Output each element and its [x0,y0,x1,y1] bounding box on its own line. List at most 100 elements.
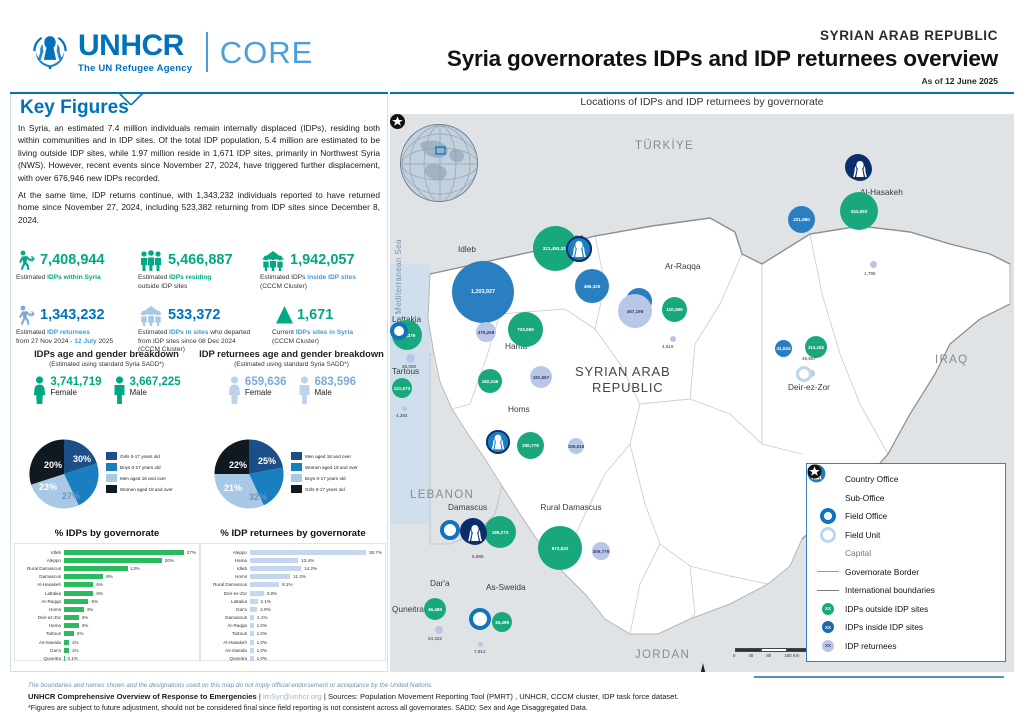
marker-country-office-damascus[interactable] [460,518,487,545]
bar-fill[interactable] [64,582,94,588]
pie-slice[interactable] [249,439,283,474]
marker-field-office-lattakia[interactable] [390,322,408,340]
marker-country-office-al-hasakeh[interactable] [845,154,872,181]
bubble-idps-inside-idleb[interactable]: 1,203,927 [452,261,514,323]
bubble-returnees-aleppo[interactable]: 467,198 [618,294,652,328]
bar-fill[interactable] [250,656,254,662]
bar-chart-row[interactable]: Hama 13.4% [204,556,382,564]
marker-field-office-damascus[interactable] [440,520,460,540]
pie-slice[interactable] [214,474,264,509]
bar-fill[interactable] [64,557,162,563]
bar-chart-row[interactable]: Tartous 2% [18,630,196,638]
bar-fill[interactable] [64,631,74,637]
bar-fill[interactable] [250,590,264,596]
bubble-idps-outside-dara[interactable]: 46,480 [424,598,446,620]
marker-sub-office-homs[interactable] [486,430,510,454]
map-canvas[interactable]: TÜRKİYE IRAQ LEBANON JORDAN Mediterranea… [390,114,1014,672]
bar-chart-row[interactable]: Al-Hasakeh 1.0% [204,638,382,646]
bar-fill[interactable] [64,639,69,645]
bar-fill[interactable] [250,623,254,629]
bubble-idps-inside-deir-ez-zor[interactable]: 41,034 [775,340,792,357]
bar-chart-row[interactable]: Al-Hasakeh 6% [18,581,196,589]
marker-capital-damascus[interactable] [390,114,405,129]
bar-fill[interactable] [250,565,302,571]
bubble-returnees-rural-damascus[interactable]: 309,779 [592,542,610,560]
bar-chart-row[interactable]: Rural Damascus 8.1% [204,581,382,589]
marker-field-unit-deir-ez-zor[interactable] [796,366,812,382]
bubble-returnees-dara[interactable] [435,626,443,634]
bar-chart-row[interactable]: Lattakia 2.1% [204,597,382,605]
bubble-returnees-as-sweida[interactable] [478,642,483,647]
bar-fill[interactable] [250,606,258,612]
bubble-idps-outside-hama[interactable]: 182,246 [478,369,502,393]
bubble-idps-outside-tartous[interactable]: 121,073 [392,378,412,398]
bar-chart-row[interactable]: Tartous 1.0% [204,630,382,638]
bar-chart-row[interactable]: Idleb 27% [18,548,196,556]
bar-fill[interactable] [250,549,366,555]
bubble-idps-outside-idleb[interactable]: 733,696 [508,312,543,347]
bubble-idps-outside-rural-damascus[interactable]: 672,532 [538,526,582,570]
bar-chart-row[interactable]: Ar-Raqqa 5% [18,597,196,605]
bar-fill[interactable] [64,623,79,629]
marker-sub-office-aleppo[interactable] [566,236,592,262]
bubble-returnees-ar-raqqa[interactable] [670,336,676,342]
pie-slice[interactable] [64,439,97,474]
bar-chart-row[interactable]: Damascus 1.1% [204,614,382,622]
bar-chart-row[interactable]: Homs 4% [18,605,196,613]
bar-fill[interactable] [250,639,254,645]
bar-fill[interactable] [250,598,258,604]
bar-chart-row[interactable]: As-Sweida 1% [18,638,196,646]
bar-chart-row[interactable]: Rural Damascus 13% [18,564,196,572]
bar-fill[interactable] [250,631,254,637]
bar-fill[interactable] [64,615,79,621]
bubble-returnees-hama[interactable]: 181,567 [530,366,552,388]
bar-chart-row[interactable]: Dar'a 2.0% [204,605,382,613]
bubble-idps-inside-al-hasakeh[interactable]: 221,680 [788,206,815,233]
bar-fill[interactable] [250,615,254,621]
bubble-idps-outside-damascus[interactable]: 189,273 [484,516,516,548]
marker-field-office-as-sweida[interactable] [469,608,491,630]
pie-slice[interactable] [249,467,284,506]
bar-fill[interactable] [64,549,184,555]
bubble-idps-inside-aleppo[interactable]: 496,325 [575,269,609,303]
bar-fill[interactable] [64,590,94,596]
bubble-idps-outside-homs[interactable]: 230,779 [517,432,544,459]
bubble-idps-outside-as-sweida[interactable]: 16,499 [492,612,512,632]
bar-fill[interactable] [64,606,84,612]
bar-fill[interactable] [64,565,128,571]
bar-chart-row[interactable]: Dar'a 1% [18,646,196,654]
bubble-returnees-idleb[interactable]: 375,268 [476,322,496,342]
pie-slice[interactable] [214,439,249,474]
bar-chart-row[interactable]: Quneitra 0.1% [18,654,196,662]
bar-fill[interactable] [250,557,299,563]
bar-fill[interactable] [250,647,254,653]
bubble-returnees-al-hasakeh[interactable] [870,261,877,268]
bar-chart-row[interactable]: Hama 3% [18,622,196,630]
pie-slice[interactable] [29,439,65,485]
bubble-returnees-homs[interactable]: 159,516 [568,438,584,454]
bar-chart-row[interactable]: Damascus 8% [18,573,196,581]
bar-fill[interactable] [64,574,104,580]
bar-fill[interactable] [64,647,69,653]
bubble-idps-outside-deir-ez-zor[interactable]: 113,182 [805,336,827,358]
bar-chart-row[interactable]: Aleppo 36.7% [204,548,382,556]
bubble-returnees-lattakia[interactable] [406,354,415,363]
bar-chart-row[interactable]: Quneitra 1.0% [204,654,382,662]
bubble-returnees-tartous[interactable] [402,406,407,411]
bar-chart-row[interactable]: Idleb 14.2% [204,564,382,572]
pie-slice[interactable] [31,474,79,509]
bar-fill[interactable] [250,574,291,580]
bar-chart-row[interactable]: Deir-ez-Zor 3% [18,614,196,622]
bubble-idps-outside-al-hasakeh[interactable]: 343,093 [840,192,878,230]
bar-chart-row[interactable]: As-Sweida 1.0% [204,646,382,654]
bar-chart-row[interactable]: Homs 11.2% [204,573,382,581]
footer-email[interactable]: imSyr@unhcr.org [262,692,322,701]
bar-chart-row[interactable]: Aleppo 20% [18,556,196,564]
bubble-idps-outside-ar-raqqa[interactable]: 110,399 [662,297,687,322]
pie-slice[interactable] [64,463,99,506]
bar-chart-row[interactable]: Deir-ez-Zor 3.8% [204,589,382,597]
bar-chart-row[interactable]: Ar-Raqqa 1.0% [204,622,382,630]
bar-fill[interactable] [64,598,89,604]
bar-chart-row[interactable]: Lattakia 6% [18,589,196,597]
bar-fill[interactable] [250,582,280,588]
